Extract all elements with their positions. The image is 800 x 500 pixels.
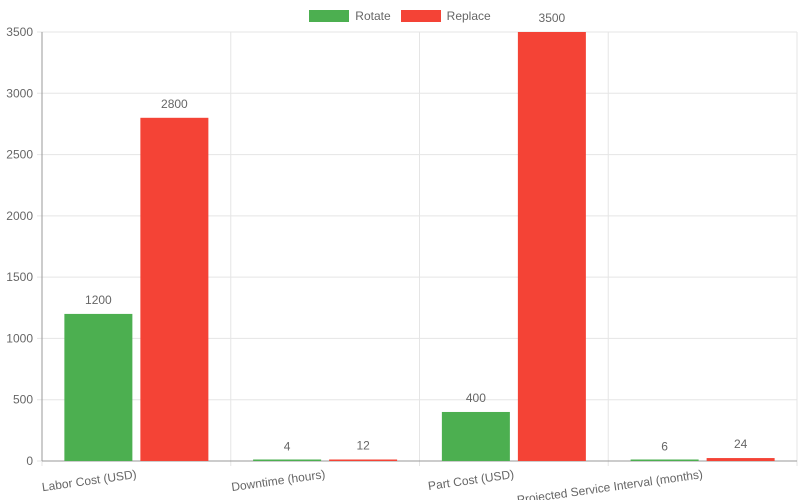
y-tick-label: 500: [13, 393, 33, 407]
y-tick-label: 0: [26, 454, 33, 468]
legend-item-rotate[interactable]: Rotate: [309, 9, 391, 23]
y-tick-label: 3000: [6, 86, 33, 100]
legend-label-rotate: Rotate: [355, 9, 391, 23]
data-label: 3500: [539, 11, 566, 25]
x-tick-label: Part Cost (USD): [427, 467, 515, 493]
data-label: 12: [356, 439, 370, 453]
y-tick-label: 1500: [6, 270, 33, 284]
x-tick-label: Downtime (hours): [230, 467, 326, 494]
data-label: 1200: [85, 293, 112, 307]
bar-rotate: [253, 459, 322, 461]
data-label: 4: [284, 440, 291, 454]
bar-replace: [517, 32, 586, 461]
x-tick-label: Labor Cost (USD): [41, 467, 137, 494]
bar-rotate: [441, 411, 510, 461]
x-tick-label: Projected Service Interval (months): [516, 467, 704, 500]
legend: Rotate Replace: [0, 6, 800, 26]
legend-swatch-rotate: [309, 10, 350, 22]
bar-replace: [706, 458, 775, 461]
bar-rotate: [64, 313, 133, 461]
bar-rotate: [630, 459, 699, 461]
bar-replace: [140, 117, 209, 462]
data-label: 24: [734, 437, 748, 451]
y-tick-label: 2500: [6, 148, 33, 162]
bar-replace: [329, 459, 398, 461]
data-label: 6: [661, 439, 668, 453]
legend-swatch-replace: [400, 10, 441, 22]
data-label: 400: [466, 391, 486, 405]
data-label: 2800: [161, 97, 188, 111]
y-tick-label: 2000: [6, 209, 33, 223]
y-tick-label: 3500: [6, 25, 33, 39]
legend-label-replace: Replace: [446, 9, 491, 23]
legend-item-replace[interactable]: Replace: [400, 9, 491, 23]
y-tick-label: 1000: [6, 331, 33, 345]
